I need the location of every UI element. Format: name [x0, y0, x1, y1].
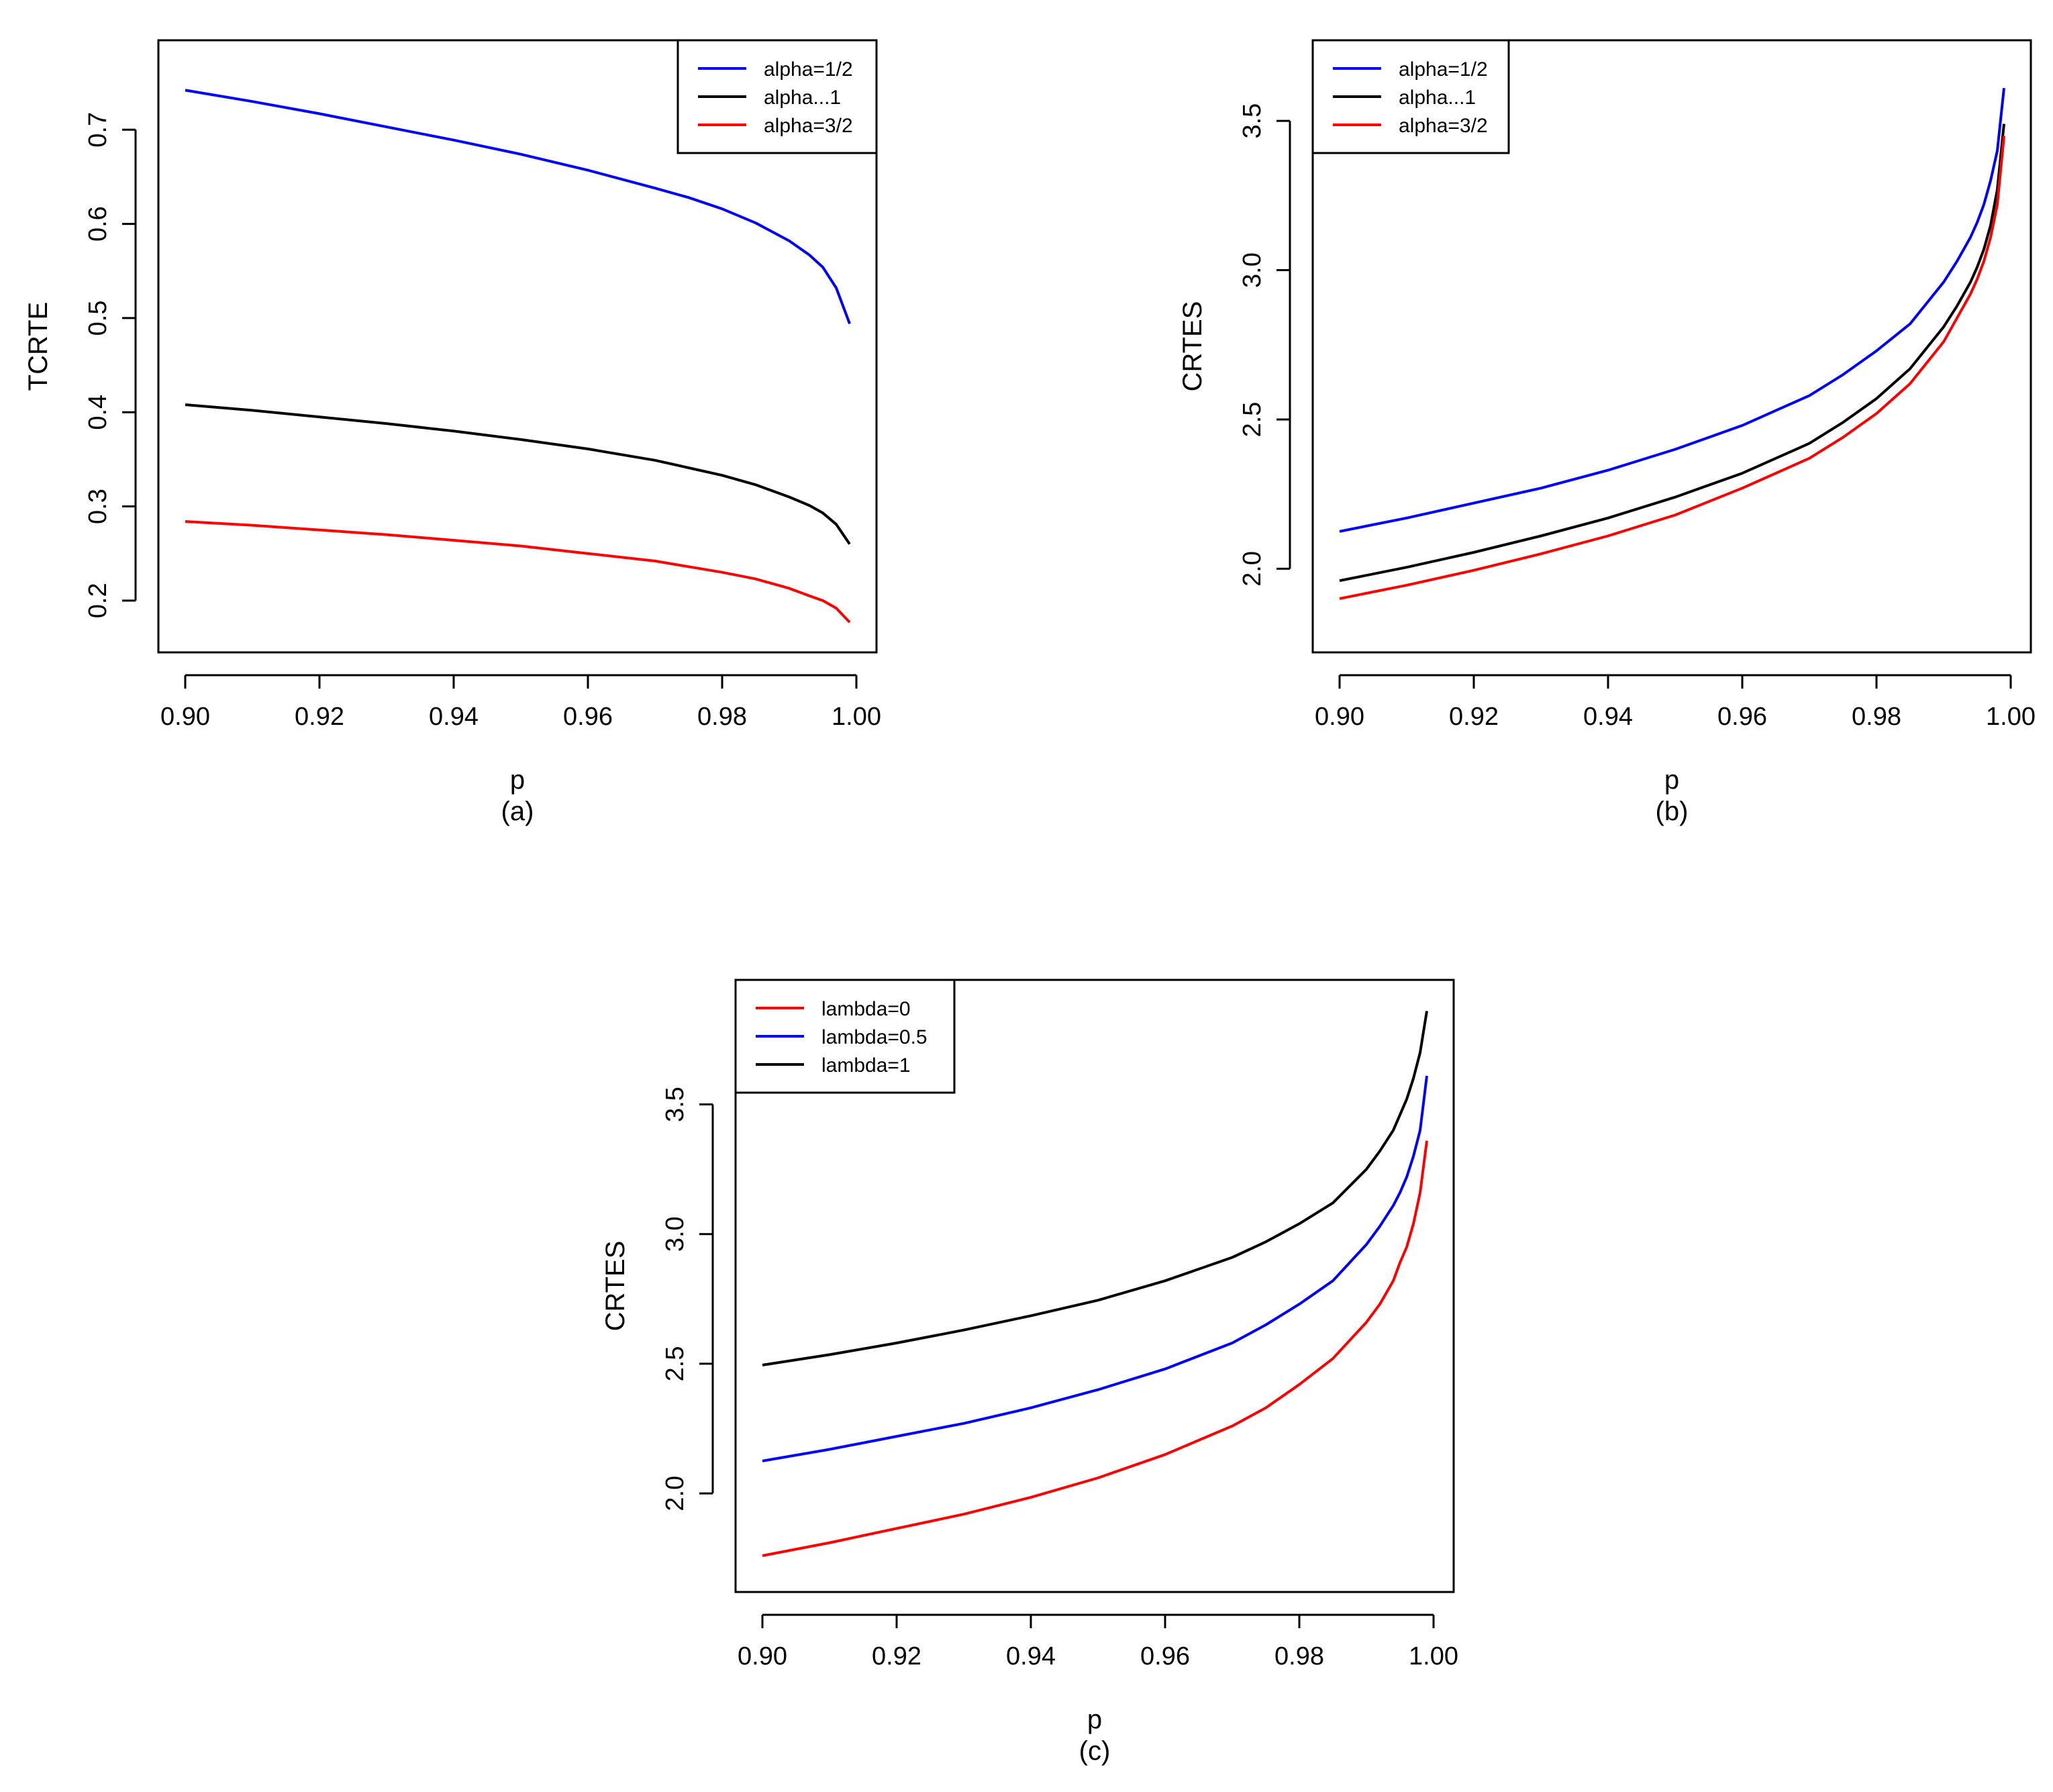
y-axis-title: CRTES	[601, 1241, 630, 1332]
panel-b: 0.90 0.92 0.94 0.96 0.98 1.00 2.0 2.5 3.0 3.5 al…	[1178, 39, 2036, 826]
legend-entries: alpha=1/2 alpha...1 alpha=3/2	[1333, 58, 1488, 137]
y-tick-label: 3.5	[1238, 103, 1266, 139]
x-tick-label: 0.98	[1274, 1642, 1324, 1671]
series-line-alpha-1	[1339, 123, 2005, 583]
y-axis: 2.0 2.5 3.0 3.5	[1238, 103, 1291, 587]
x-tick-label: 0.94	[1583, 703, 1633, 731]
series-line-alpha-3-2	[185, 520, 851, 624]
y-tick-label: 0.2	[84, 583, 112, 618]
panel-caption: (c)	[1079, 1736, 1111, 1766]
legend: alpha=1/2 alpha...1 alpha=3/2	[677, 39, 878, 154]
legend-label: lambda=0	[821, 998, 911, 1020]
x-tick-label: 0.90	[738, 1642, 787, 1671]
x-axis: 0.90 0.92 0.94 0.96 0.98 1.00	[160, 674, 881, 731]
y-tick-label: 2.0	[1238, 551, 1266, 587]
series-layer	[762, 1011, 1428, 1557]
y-tick-label: 2.5	[1238, 402, 1266, 438]
legend-entries: lambda=0 lambda=0.5 lambda=1	[756, 998, 928, 1077]
x-tick-label: 0.92	[872, 1642, 921, 1671]
y-tick-label: 3.5	[661, 1087, 689, 1122]
legend-label: alpha...1	[1399, 87, 1476, 109]
legend: alpha=1/2 alpha...1 alpha=3/2	[1311, 39, 1510, 154]
series-line-lambda-0	[762, 1140, 1428, 1557]
x-tick-label: 0.92	[1449, 703, 1499, 731]
plot-area-frame	[157, 39, 878, 654]
legend-label: alpha=3/2	[1399, 115, 1488, 137]
plot-area-frame	[1311, 39, 2032, 654]
y-tick-label: 0.4	[84, 395, 112, 430]
series-line-lambda-0-5	[762, 1075, 1428, 1462]
series-line-alpha-1-2	[1339, 87, 2005, 533]
x-axis: 0.90 0.92 0.94 0.96 0.98 1.00	[1315, 674, 2036, 731]
panel-caption: (a)	[501, 797, 534, 826]
x-tick-label: 0.90	[160, 703, 210, 731]
y-tick-label: 2.5	[661, 1346, 689, 1382]
legend-label: lambda=0.5	[821, 1026, 928, 1048]
x-tick-label: 0.96	[1717, 703, 1767, 731]
x-tick-label: 0.98	[1852, 703, 1901, 731]
x-tick-label: 1.00	[1986, 703, 2036, 731]
series-line-alpha-1	[185, 403, 851, 545]
x-tick-label: 0.94	[429, 703, 479, 731]
y-tick-label: 0.3	[84, 489, 112, 524]
x-tick-label: 0.90	[1315, 703, 1364, 731]
legend-label: alpha=1/2	[1399, 58, 1488, 81]
x-tick-label: 0.92	[295, 703, 344, 731]
y-tick-label: 3.0	[1238, 252, 1266, 288]
x-tick-label: 0.98	[697, 703, 747, 731]
panel-a: 0.90 0.92 0.94 0.96 0.98 1.00 0.2 0.3 0.4 0.5 0.6…	[23, 39, 881, 826]
x-tick-label: 0.96	[1140, 1642, 1190, 1671]
x-tick-label: 0.96	[563, 703, 613, 731]
y-tick-label: 0.7	[84, 112, 112, 148]
legend-label: alpha=1/2	[764, 58, 853, 81]
y-tick-label: 2.0	[661, 1476, 689, 1511]
legend-entries: alpha=1/2 alpha...1 alpha=3/2	[698, 58, 853, 137]
y-tick-label: 0.5	[84, 300, 112, 336]
legend-label: lambda=1	[821, 1054, 911, 1077]
y-axis-title: CRTES	[1178, 301, 1207, 392]
x-axis: 0.90 0.92 0.94 0.96 0.98 1.00	[738, 1613, 1458, 1671]
x-axis-title: p	[510, 765, 525, 795]
panel-c: 0.90 0.92 0.94 0.96 0.98 1.00 2.0 2.5 3.0 3.5 la…	[601, 979, 1458, 1766]
y-axis: 2.0 2.5 3.0 3.5	[661, 1087, 714, 1511]
series-layer	[1339, 87, 2005, 600]
y-tick-label: 3.0	[661, 1216, 689, 1252]
series-line-alpha-3-2	[1339, 136, 2005, 600]
plot-area-frame	[734, 979, 1455, 1593]
legend-label: alpha...1	[764, 87, 841, 109]
x-axis-title: p	[1664, 765, 1679, 795]
y-axis-title: TCRTE	[23, 302, 53, 391]
y-tick-label: 0.6	[84, 206, 112, 242]
y-axis: 0.2 0.3 0.4 0.5 0.6 0.7	[84, 112, 137, 618]
series-layer	[185, 89, 851, 624]
x-tick-label: 1.00	[1409, 1642, 1458, 1671]
x-tick-label: 1.00	[832, 703, 881, 731]
legend-label: alpha=3/2	[764, 115, 853, 137]
x-tick-label: 0.94	[1006, 1642, 1056, 1671]
legend: lambda=0 lambda=0.5 lambda=1	[734, 979, 956, 1094]
series-line-lambda-1	[762, 1011, 1428, 1366]
panel-caption: (b)	[1656, 797, 1689, 826]
x-axis-title: p	[1087, 1705, 1102, 1734]
series-line-alpha-1-2	[185, 89, 851, 325]
